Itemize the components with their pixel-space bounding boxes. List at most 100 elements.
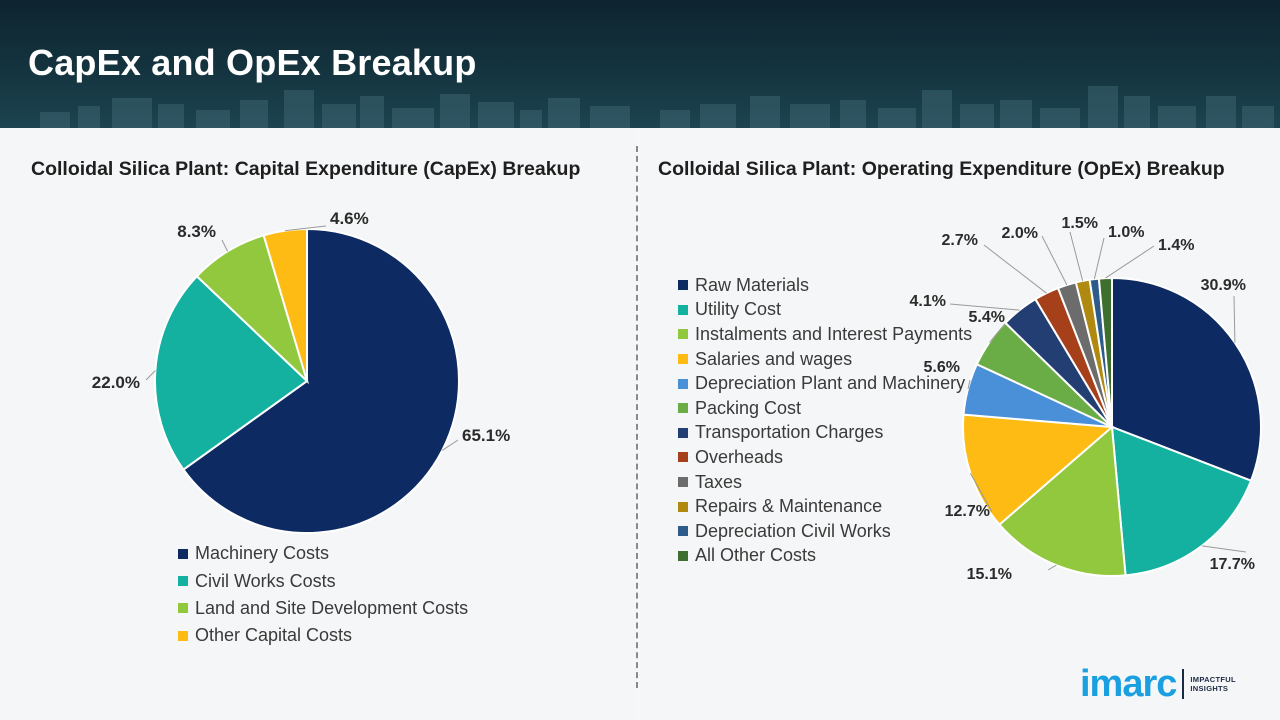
- data-label-repairs-and-maintenance: 1.5%: [1062, 215, 1098, 232]
- legend-swatch: [678, 304, 688, 315]
- legend-swatch: [178, 548, 188, 559]
- legend-label: Utility Cost: [695, 299, 782, 320]
- page-title: CapEx and OpEx Breakup: [28, 42, 477, 83]
- legend-label: Packing Cost: [695, 397, 802, 418]
- pie-slice-utility-cost: [1110, 425, 1253, 577]
- leader-line-depreciation-plant-and-machinery: [967, 379, 971, 390]
- logo-tagline-2: INSIGHTS: [1190, 684, 1229, 693]
- data-label-salaries-and-wages: 12.7%: [945, 503, 990, 520]
- legend-label: Land and Site Development Costs: [195, 597, 469, 618]
- legend-label: Civil Works Costs: [195, 570, 336, 591]
- data-label-other-capital-costs: 4.6%: [330, 209, 369, 228]
- leader-line-raw-materials: [1233, 295, 1236, 343]
- opex-legend-item-overheads: Overheads: [678, 445, 972, 470]
- data-label-packing-cost: 5.4%: [969, 309, 1005, 326]
- opex-legend-item-all-other-costs: All Other Costs: [678, 544, 972, 569]
- data-label-transportation-charges: 4.1%: [910, 293, 946, 310]
- opex-legend-item-repairs-and-maintenance: Repairs & Maintenance: [678, 494, 972, 519]
- leader-line-machinery-costs: [441, 439, 459, 451]
- capex-legend: Machinery Costs Civil Works Costs Land and…: [178, 540, 468, 650]
- leader-line-civil-works-costs: [145, 370, 156, 381]
- opex-chart-title: Colloidal Silica Plant: Operating Expend…: [658, 158, 1225, 180]
- header-banner: CapEx and OpEx Breakup: [0, 0, 1280, 128]
- legend-label: Repairs & Maintenance: [695, 496, 883, 517]
- legend-label: Depreciation Civil Works: [695, 520, 891, 541]
- opex-legend-item-packing-cost: Packing Cost: [678, 396, 972, 421]
- legend-swatch: [678, 378, 688, 389]
- opex-legend-item-instalments-and-interest-payments: Instalments and Interest Payments: [678, 322, 972, 347]
- legend-swatch: [678, 526, 688, 537]
- capex-legend-item-land-and-site-development-costs: Land and Site Development Costs: [178, 595, 468, 622]
- pie-slice-instalments-and-interest-payments: [997, 424, 1127, 577]
- legend-swatch: [178, 630, 188, 641]
- data-label-land-and-site-development-costs: 8.3%: [177, 222, 216, 241]
- legend-swatch: [678, 280, 688, 291]
- leader-line-transportation-charges: [949, 303, 1020, 311]
- leader-line-instalments-and-interest-payments: [1047, 564, 1057, 571]
- capex-pie-chart: 65.1% 22.0% 8.3% 4.6%: [92, 209, 510, 534]
- capex-legend-item-other-capital-costs: Other Capital Costs: [178, 622, 468, 649]
- leader-line-all-other-costs: [1105, 245, 1155, 279]
- legend-label: Raw Materials: [695, 274, 810, 295]
- logo-divider: [1182, 669, 1185, 699]
- city-skyline-illustration: [40, 86, 1274, 128]
- legend-label: Machinery Costs: [195, 543, 330, 564]
- capex-chart-title: Colloidal Silica Plant: Capital Expendit…: [31, 158, 581, 180]
- leader-line-other-capital-costs: [285, 225, 327, 232]
- leader-line-repairs-and-maintenance: [1069, 231, 1084, 282]
- leader-line-overheads: [983, 244, 1047, 294]
- legend-label: Depreciation Plant and Machinery: [695, 373, 966, 394]
- pie-slice-civil-works-costs: [154, 274, 309, 471]
- panel-divider: [636, 146, 638, 688]
- pie-slice-all-other-costs: [1097, 276, 1113, 428]
- data-label-depreciation-plant-and-machinery: 5.6%: [924, 359, 960, 376]
- legend-swatch: [678, 329, 688, 340]
- leader-line-land-and-site-development-costs: [221, 239, 229, 252]
- opex-legend: Raw Materials Utility Cost Instalments and…: [678, 273, 972, 568]
- legend-swatch: [678, 427, 688, 438]
- pie-slice-machinery-costs: [182, 227, 460, 534]
- leader-line-utility-cost: [1201, 545, 1247, 553]
- capex-legend-item-civil-works-costs: Civil Works Costs: [178, 567, 468, 594]
- legend-label: Other Capital Costs: [195, 625, 353, 646]
- data-label-instalments-and-interest-payments: 15.1%: [967, 566, 1012, 583]
- opex-legend-item-salaries-and-wages: Salaries and wages: [678, 347, 972, 372]
- legend-label: Overheads: [695, 446, 784, 467]
- legend-swatch: [678, 477, 688, 488]
- opex-pie-chart: 30.9% 17.7% 15.1% 12.7% 5.6% 5.4% 4.1% 2.7% 2.0%…: [910, 215, 1262, 583]
- pie-slice-salaries-and-wages: [962, 413, 1115, 526]
- leader-line-salaries-and-wages: [969, 472, 993, 513]
- legend-swatch: [678, 550, 688, 561]
- opex-legend-item-utility-cost: Utility Cost: [678, 298, 972, 323]
- pie-slice-raw-materials: [1111, 276, 1262, 483]
- legend-label: All Other Costs: [695, 545, 817, 566]
- legend-swatch: [178, 576, 188, 587]
- legend-swatch: [178, 603, 188, 614]
- opex-legend-item-taxes: Taxes: [678, 470, 972, 495]
- imarc-logo: imarc IMPACTFUL INSIGHTS: [1080, 662, 1270, 706]
- data-label-overheads: 2.7%: [942, 232, 978, 249]
- opex-legend-item-raw-materials: Raw Materials: [678, 273, 972, 298]
- legend-label: Transportation Charges: [695, 422, 884, 443]
- logo-tagline-1: IMPACTFUL: [1190, 675, 1236, 684]
- legend-label: Salaries and wages: [695, 348, 853, 369]
- data-label-machinery-costs: 65.1%: [462, 426, 510, 445]
- logo-wordmark: imarc: [1080, 662, 1177, 705]
- capex-legend-item-machinery-costs: Machinery Costs: [178, 540, 468, 567]
- opex-legend-item-transportation-charges: Transportation Charges: [678, 421, 972, 446]
- leader-line-taxes: [1041, 235, 1068, 286]
- data-label-civil-works-costs: 22.0%: [92, 373, 140, 392]
- data-label-all-other-costs: 1.4%: [1158, 237, 1194, 254]
- data-label-taxes: 2.0%: [1002, 225, 1038, 242]
- legend-label: Taxes: [695, 471, 743, 492]
- opex-legend-item-depreciation-plant-and-machinery: Depreciation Plant and Machinery: [678, 371, 972, 396]
- legend-swatch: [678, 452, 688, 463]
- opex-legend-item-depreciation-civil-works: Depreciation Civil Works: [678, 519, 972, 544]
- data-label-raw-materials: 30.9%: [1201, 277, 1246, 294]
- legend-swatch: [678, 354, 688, 365]
- legend-label: Instalments and Interest Payments: [695, 323, 973, 344]
- leader-line-depreciation-civil-works: [1093, 237, 1105, 280]
- data-label-depreciation-civil-works: 1.0%: [1108, 224, 1144, 241]
- legend-swatch: [678, 501, 688, 512]
- data-label-utility-cost: 17.7%: [1210, 556, 1255, 573]
